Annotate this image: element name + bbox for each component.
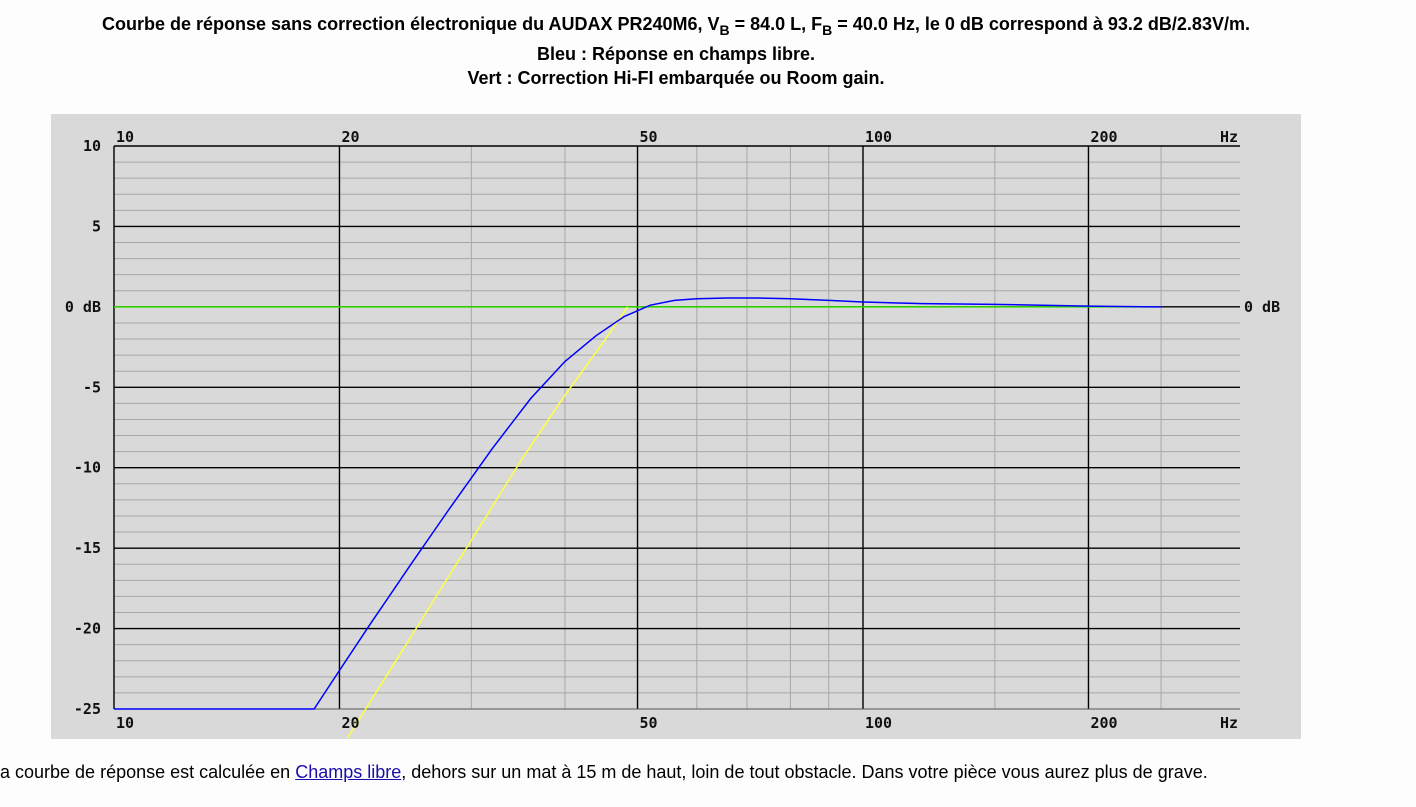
caption: a courbe de réponse est calculée en Cham… bbox=[0, 762, 1208, 783]
curves bbox=[114, 297, 1162, 739]
x-tick-label-top: 20 bbox=[341, 128, 359, 146]
y-tick-label: -20 bbox=[74, 620, 101, 638]
x-tick-label-bottom: 50 bbox=[640, 714, 658, 732]
y-tick-label: -15 bbox=[74, 539, 101, 557]
caption-text: a courbe de réponse est calculée en bbox=[0, 762, 296, 782]
axis-labels: 10 5 0 dB -5 -10 -15 -20 -25 0 dB 10 10 20 20 50 50 100… bbox=[65, 128, 1280, 732]
vb-subscript: B bbox=[719, 22, 730, 38]
title-line-3: Vert : Correction Hi-FI embarquée ou Roo… bbox=[467, 68, 885, 88]
x-tick-label-bottom: 20 bbox=[341, 714, 359, 732]
x-tick-label-bottom: 100 bbox=[865, 714, 892, 732]
x-unit-label-bottom: Hz bbox=[1220, 714, 1238, 732]
plot-background bbox=[51, 114, 1301, 739]
title-text-part: = 40.0 Hz, le 0 dB correspond à 93.2 dB/… bbox=[832, 14, 1250, 34]
grid bbox=[113, 145, 1240, 710]
fb-subscript: B bbox=[822, 22, 833, 38]
title-line-2: Bleu : Réponse en champs libre. bbox=[536, 44, 816, 64]
x-tick-label-top: 100 bbox=[865, 128, 892, 146]
y-tick-label: 10 bbox=[83, 137, 101, 155]
x-unit-label-top: Hz bbox=[1220, 128, 1238, 146]
yellow-curve bbox=[346, 306, 629, 739]
title-text-part: Courbe de réponse sans correction électr… bbox=[102, 14, 720, 34]
x-tick-label-top: 50 bbox=[640, 128, 658, 146]
x-tick-label-bottom: 200 bbox=[1090, 714, 1117, 732]
blue-curve bbox=[114, 297, 1162, 710]
y-tick-label: 0 dB bbox=[65, 298, 101, 316]
chart-title: Courbe de réponse sans correction électr… bbox=[0, 12, 1352, 90]
x-tick-label-bottom: 10 bbox=[116, 714, 134, 732]
y-tick-label: -10 bbox=[74, 459, 101, 477]
y-tick-label: -25 bbox=[74, 700, 101, 718]
x-tick-label-top: 200 bbox=[1090, 128, 1117, 146]
x-tick-label-top: 10 bbox=[116, 128, 134, 146]
y-tick-label: 5 bbox=[92, 217, 101, 235]
champs-libre-link[interactable]: Champs libre bbox=[295, 762, 402, 782]
caption-text: , dehors sur un mat à 15 m de haut, loin… bbox=[401, 762, 1208, 782]
title-line-1: Courbe de réponse sans correction électr… bbox=[0, 12, 1352, 42]
y-tick-label: -5 bbox=[83, 378, 101, 396]
response-chart: 10 5 0 dB -5 -10 -15 -20 -25 0 dB 10 10 20 20 50 50 100… bbox=[51, 114, 1301, 739]
title-text-part: = 84.0 L, F bbox=[729, 14, 823, 34]
y-right-label: 0 dB bbox=[1244, 298, 1280, 316]
